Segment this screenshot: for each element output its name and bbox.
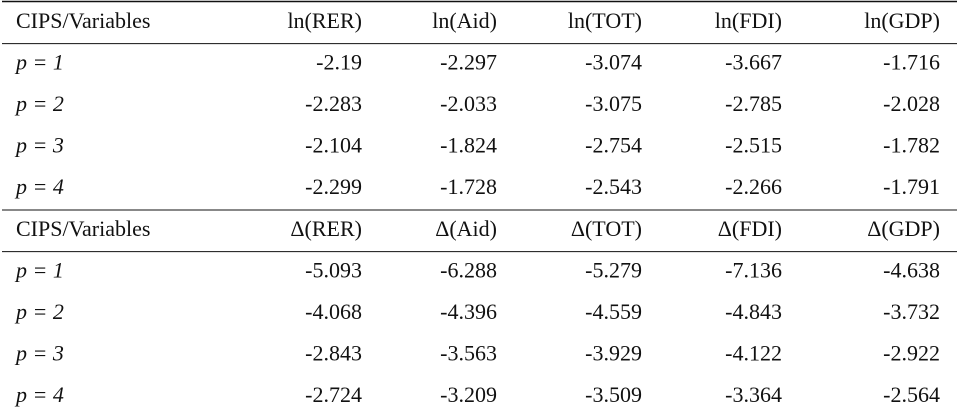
cell-value: -3.929 <box>585 341 642 366</box>
cell-value: -2.028 <box>883 91 940 116</box>
cell-value: -5.279 <box>585 257 642 282</box>
cell-value: -4.559 <box>585 299 642 324</box>
cell-value: -2.724 <box>305 382 362 407</box>
row-label: p = 2 <box>14 299 64 324</box>
cell-value: -1.824 <box>440 133 497 158</box>
header-cell: ln(FDI) <box>715 8 782 33</box>
header-cell: ln(TOT) <box>568 8 642 33</box>
cell-value: -2.299 <box>305 174 362 199</box>
cell-value: -1.728 <box>440 174 497 199</box>
cell-value: -3.074 <box>585 49 642 74</box>
cell-value: -4.122 <box>725 341 782 366</box>
cell-value: -4.843 <box>725 299 782 324</box>
header-cell: ln(RER) <box>287 8 362 33</box>
row-label: p = 4 <box>14 382 64 407</box>
cell-value: -3.563 <box>440 341 497 366</box>
cell-value: -1.782 <box>883 133 940 158</box>
header-cell: Δ(GDP) <box>867 216 940 241</box>
cell-value: -2.564 <box>883 382 940 407</box>
header-cell: ln(GDP) <box>864 8 940 33</box>
cell-value: -2.515 <box>725 133 782 158</box>
cell-value: -2.785 <box>725 91 782 116</box>
header-cell: Δ(TOT) <box>571 216 642 241</box>
row-label: p = 3 <box>14 133 64 158</box>
header-cell: CIPS/Variables <box>16 216 150 241</box>
cell-value: -2.266 <box>725 174 782 199</box>
cell-value: -4.068 <box>305 299 362 324</box>
cell-value: -4.396 <box>440 299 497 324</box>
cell-value: -2.033 <box>440 91 497 116</box>
cell-value: -3.732 <box>883 299 940 324</box>
cell-value: -6.288 <box>440 257 497 282</box>
cell-value: -2.297 <box>440 49 497 74</box>
cell-value: -1.791 <box>883 174 940 199</box>
header-cell: Δ(FDI) <box>718 216 782 241</box>
row-label: p = 1 <box>14 257 64 282</box>
cell-value: -2.922 <box>883 341 940 366</box>
cell-value: -4.638 <box>883 257 940 282</box>
cell-value: -2.754 <box>585 133 642 158</box>
header-cell: Δ(Aid) <box>435 216 497 241</box>
cell-value: -2.283 <box>305 91 362 116</box>
cell-value: -2.104 <box>305 133 362 158</box>
cell-value: -3.667 <box>725 49 782 74</box>
row-label: p = 3 <box>14 341 64 366</box>
cell-value: -7.136 <box>725 257 782 282</box>
cell-value: -2.543 <box>585 174 642 199</box>
cell-value: -1.716 <box>883 49 940 74</box>
cell-value: -3.209 <box>440 382 497 407</box>
row-label: p = 4 <box>14 174 64 199</box>
row-label: p = 2 <box>14 91 64 116</box>
header-cell: CIPS/Variables <box>16 8 150 33</box>
cell-value: -2.843 <box>305 341 362 366</box>
header-cell: Δ(RER) <box>290 216 362 241</box>
header-cell: ln(Aid) <box>432 8 497 33</box>
cell-value: -3.509 <box>585 382 642 407</box>
cell-value: -2.19 <box>316 49 362 74</box>
cell-value: -3.364 <box>725 382 782 407</box>
cell-value: -5.093 <box>305 257 362 282</box>
cell-value: -3.075 <box>585 91 642 116</box>
row-label: p = 1 <box>14 49 64 74</box>
